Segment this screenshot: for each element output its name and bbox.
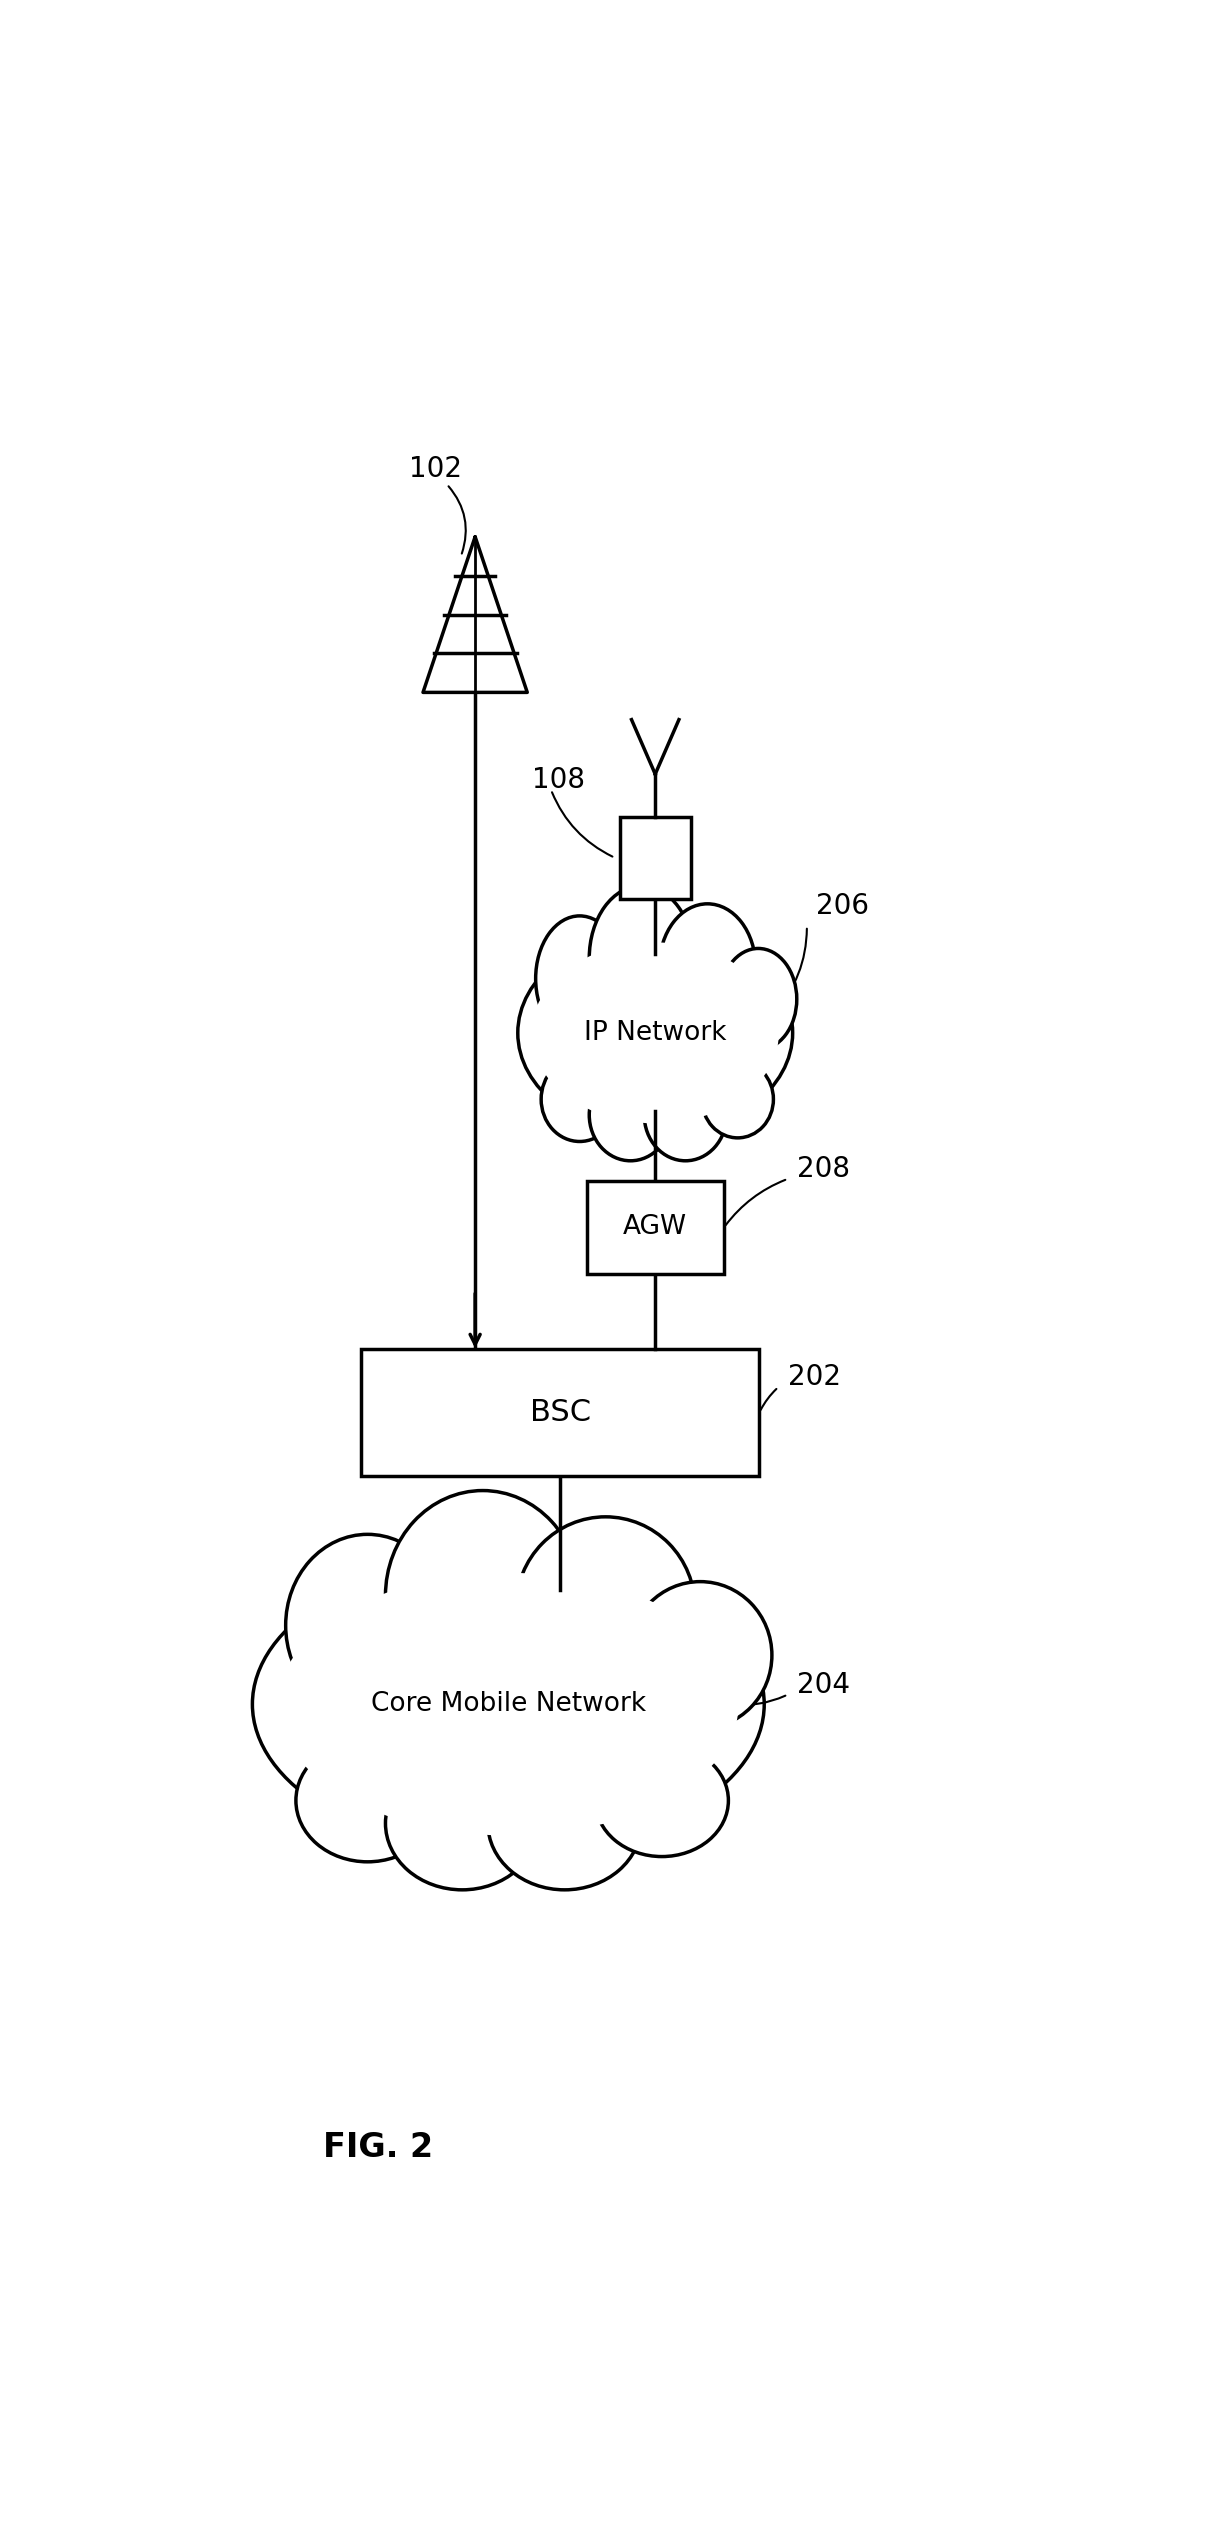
Ellipse shape	[589, 1069, 671, 1160]
Text: Core Mobile Network: Core Mobile Network	[371, 1691, 646, 1718]
Ellipse shape	[516, 1516, 695, 1698]
FancyBboxPatch shape	[362, 1349, 759, 1476]
Text: 204: 204	[797, 1670, 850, 1698]
Ellipse shape	[296, 1739, 439, 1862]
FancyBboxPatch shape	[587, 1180, 724, 1274]
Ellipse shape	[385, 1756, 539, 1890]
Text: 208: 208	[797, 1155, 850, 1183]
Ellipse shape	[532, 943, 779, 1125]
Text: 206: 206	[817, 892, 870, 920]
Ellipse shape	[252, 1554, 764, 1852]
Ellipse shape	[702, 1061, 773, 1137]
Text: 202: 202	[788, 1362, 841, 1392]
Ellipse shape	[385, 1491, 580, 1701]
FancyBboxPatch shape	[620, 816, 691, 900]
Ellipse shape	[659, 905, 756, 1028]
Ellipse shape	[278, 1572, 739, 1835]
Ellipse shape	[645, 1069, 726, 1160]
Text: 108: 108	[532, 766, 585, 793]
Ellipse shape	[488, 1756, 641, 1890]
Text: BSC: BSC	[530, 1397, 591, 1428]
Ellipse shape	[720, 948, 796, 1049]
Ellipse shape	[629, 1582, 772, 1728]
Ellipse shape	[596, 1744, 729, 1857]
Text: 102: 102	[408, 455, 462, 483]
Ellipse shape	[589, 887, 693, 1031]
Text: AGW: AGW	[624, 1215, 687, 1241]
Ellipse shape	[517, 930, 793, 1135]
Ellipse shape	[536, 915, 624, 1041]
Ellipse shape	[286, 1534, 449, 1716]
Polygon shape	[423, 536, 527, 692]
Text: FIG. 2: FIG. 2	[323, 2130, 434, 2163]
Text: IP Network: IP Network	[583, 1021, 726, 1046]
Ellipse shape	[541, 1056, 618, 1142]
